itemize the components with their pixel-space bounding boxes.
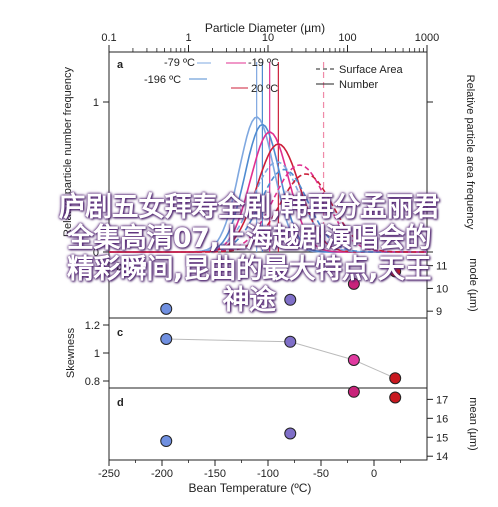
top-axis-title: Particle Diameter (µm) [205,21,325,35]
distribution-curve [109,143,427,253]
series-label-20: 20 ºC [251,83,278,95]
legend-surface-area: Surface Area [339,64,403,76]
scatter-point [347,277,360,290]
left-tick-label: 0.8 [85,376,100,388]
panel-d-frame [108,387,428,461]
scatter-point [284,335,297,348]
scatter-panels [160,265,402,448]
bottom-axis-title: Bean Temperature (ºC) [189,481,312,495]
panel-b-frame [108,251,428,319]
ylabel-mean: mean (µm) [467,397,479,450]
distribution-curve [109,131,427,253]
bottom-tick-label: 0 [371,468,377,480]
series-label-m19: -19 ºC [248,57,279,69]
ylabel-mode: mode (µm) [467,258,479,311]
left-tick-label: 1.2 [85,320,100,332]
distribution-curve [109,116,427,253]
right-tick-label: 10 [436,283,448,295]
scatter-point [284,293,297,306]
scatter-point [389,391,402,404]
left-tick-label-a: 1 [93,97,99,109]
left-tick-label: 1 [94,348,100,360]
panel-label-a: a [117,59,124,71]
top-tick-label: 1 [185,32,191,44]
bottom-tick-label: -250 [98,468,120,480]
right-tick-label: 15 [436,432,448,444]
scatter-point [389,265,402,278]
legend-number: Number [339,79,378,91]
left-tick-label-a: 0 [93,247,99,259]
trend-line [166,338,396,379]
distribution-curve [109,164,427,253]
ylabel-left-a: Relative particle number frequency [62,67,74,237]
panel-c-frame [108,317,428,389]
distribution-curve [109,173,427,253]
scatter-point [160,302,173,315]
ylabel-right-a: Relative particle area frequency [464,75,476,230]
right-tick-label: 16 [436,413,448,425]
bottom-tick-label: -50 [313,468,329,480]
legend: Surface Area Number [316,64,403,91]
bottom-tick-label: -100 [257,468,279,480]
right-tick-label: 14 [436,451,448,463]
series-label-m79: -79 ºC [164,57,195,69]
bottom-tick-label: -200 [151,468,173,480]
distribution-curve [109,161,427,253]
panel-label-d: d [117,397,124,409]
series-label-m196: -196 ºC [144,74,181,86]
top-tick-label: 10 [262,32,274,44]
scatter-point [284,427,297,440]
top-tick-label: 1000 [415,32,439,44]
scatter-point [347,385,360,398]
bottom-tick-label: -150 [204,468,226,480]
scatter-point [160,435,173,448]
ylabel-skewness: Skewness [65,327,77,378]
right-tick-label: 11 [436,261,447,273]
panel-label-c: c [117,327,123,339]
top-tick-label: 0.1 [101,32,116,44]
right-tick-label: 9 [436,306,442,318]
right-tick-label: 17 [436,394,448,406]
scatter-point [347,354,360,366]
scatter-point [389,372,402,385]
scatter-point [160,333,173,345]
panel-label-b: b [116,261,123,273]
top-tick-label: 100 [338,32,356,44]
panel-a [109,62,427,253]
